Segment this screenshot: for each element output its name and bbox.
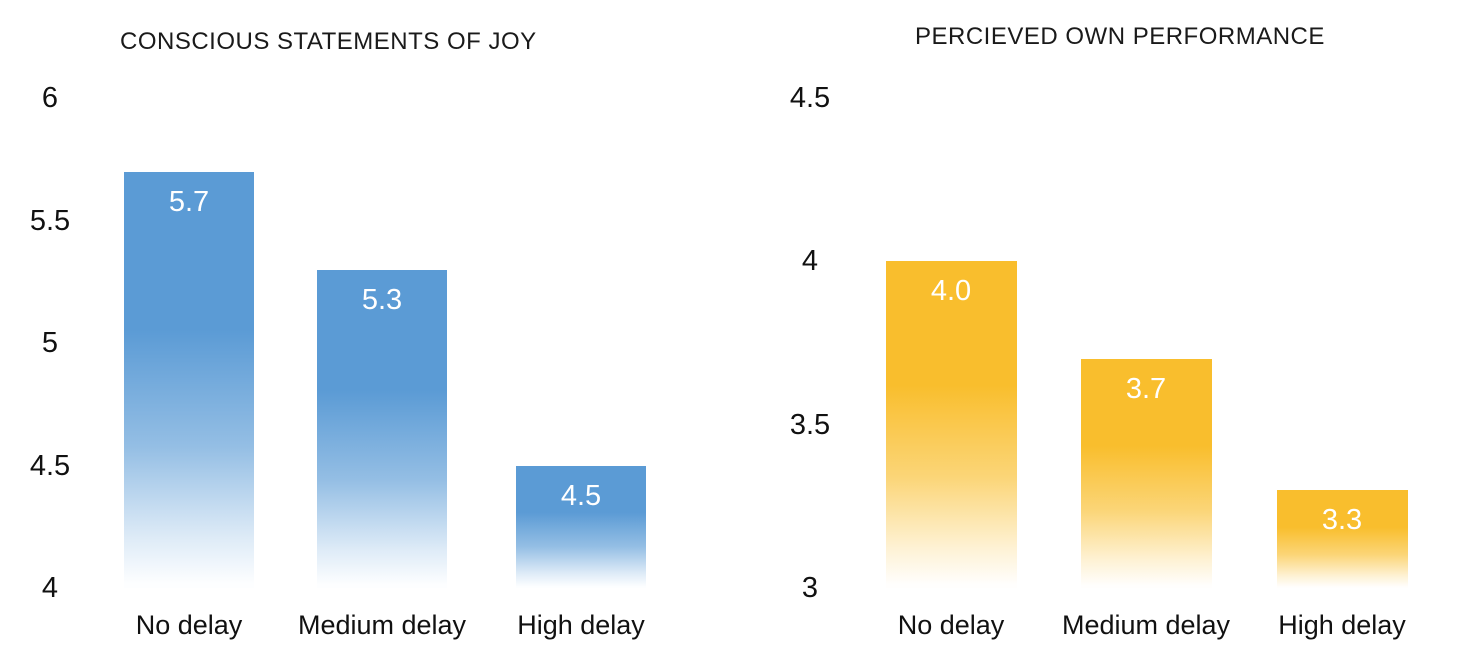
y-tick-label: 3 xyxy=(801,572,819,604)
bar-high-delay: 3.3 xyxy=(1276,490,1408,588)
x-category-label: Medium delay xyxy=(297,610,467,640)
bar-no-delay: 4.0 xyxy=(885,261,1017,588)
bar-value-label: 3.7 xyxy=(1125,373,1167,406)
y-tick-label: 4.5 xyxy=(789,82,831,114)
y-tick-label: 3.5 xyxy=(789,408,831,441)
y-tick-label: 5 xyxy=(41,327,59,359)
x-category-label: Medium delay xyxy=(1061,610,1231,640)
bar-value-label: 4.0 xyxy=(930,275,972,308)
chart-title-joy: CONSCIOUS STATEMENTS OF JOY xyxy=(120,28,537,55)
bar-no-delay: 5.7 xyxy=(124,171,254,588)
y-tick-label: 4.5 xyxy=(29,449,71,482)
y-tick-label: 4 xyxy=(801,245,819,278)
bar-high-delay: 4.5 xyxy=(516,465,646,588)
bar-value-label: 3.3 xyxy=(1321,504,1363,536)
x-category-label: No delay xyxy=(135,610,243,640)
bar-value-label: 5.3 xyxy=(361,283,403,316)
bar-value-label: 5.7 xyxy=(168,185,210,218)
bar-medium-delay: 3.7 xyxy=(1080,359,1212,588)
y-tick-label: 5.5 xyxy=(29,204,71,237)
y-tick-label: 6 xyxy=(41,82,59,114)
bar-medium-delay: 5.3 xyxy=(317,269,447,588)
bar-value-label: 4.5 xyxy=(560,479,602,512)
chart-title-performance: PERCIEVED OWN PERFORMANCE xyxy=(915,23,1325,50)
x-category-label: High delay xyxy=(1278,610,1406,640)
y-tick-label: 4 xyxy=(41,572,59,604)
x-category-label: High delay xyxy=(517,610,645,640)
x-category-label: No delay xyxy=(897,610,1005,640)
